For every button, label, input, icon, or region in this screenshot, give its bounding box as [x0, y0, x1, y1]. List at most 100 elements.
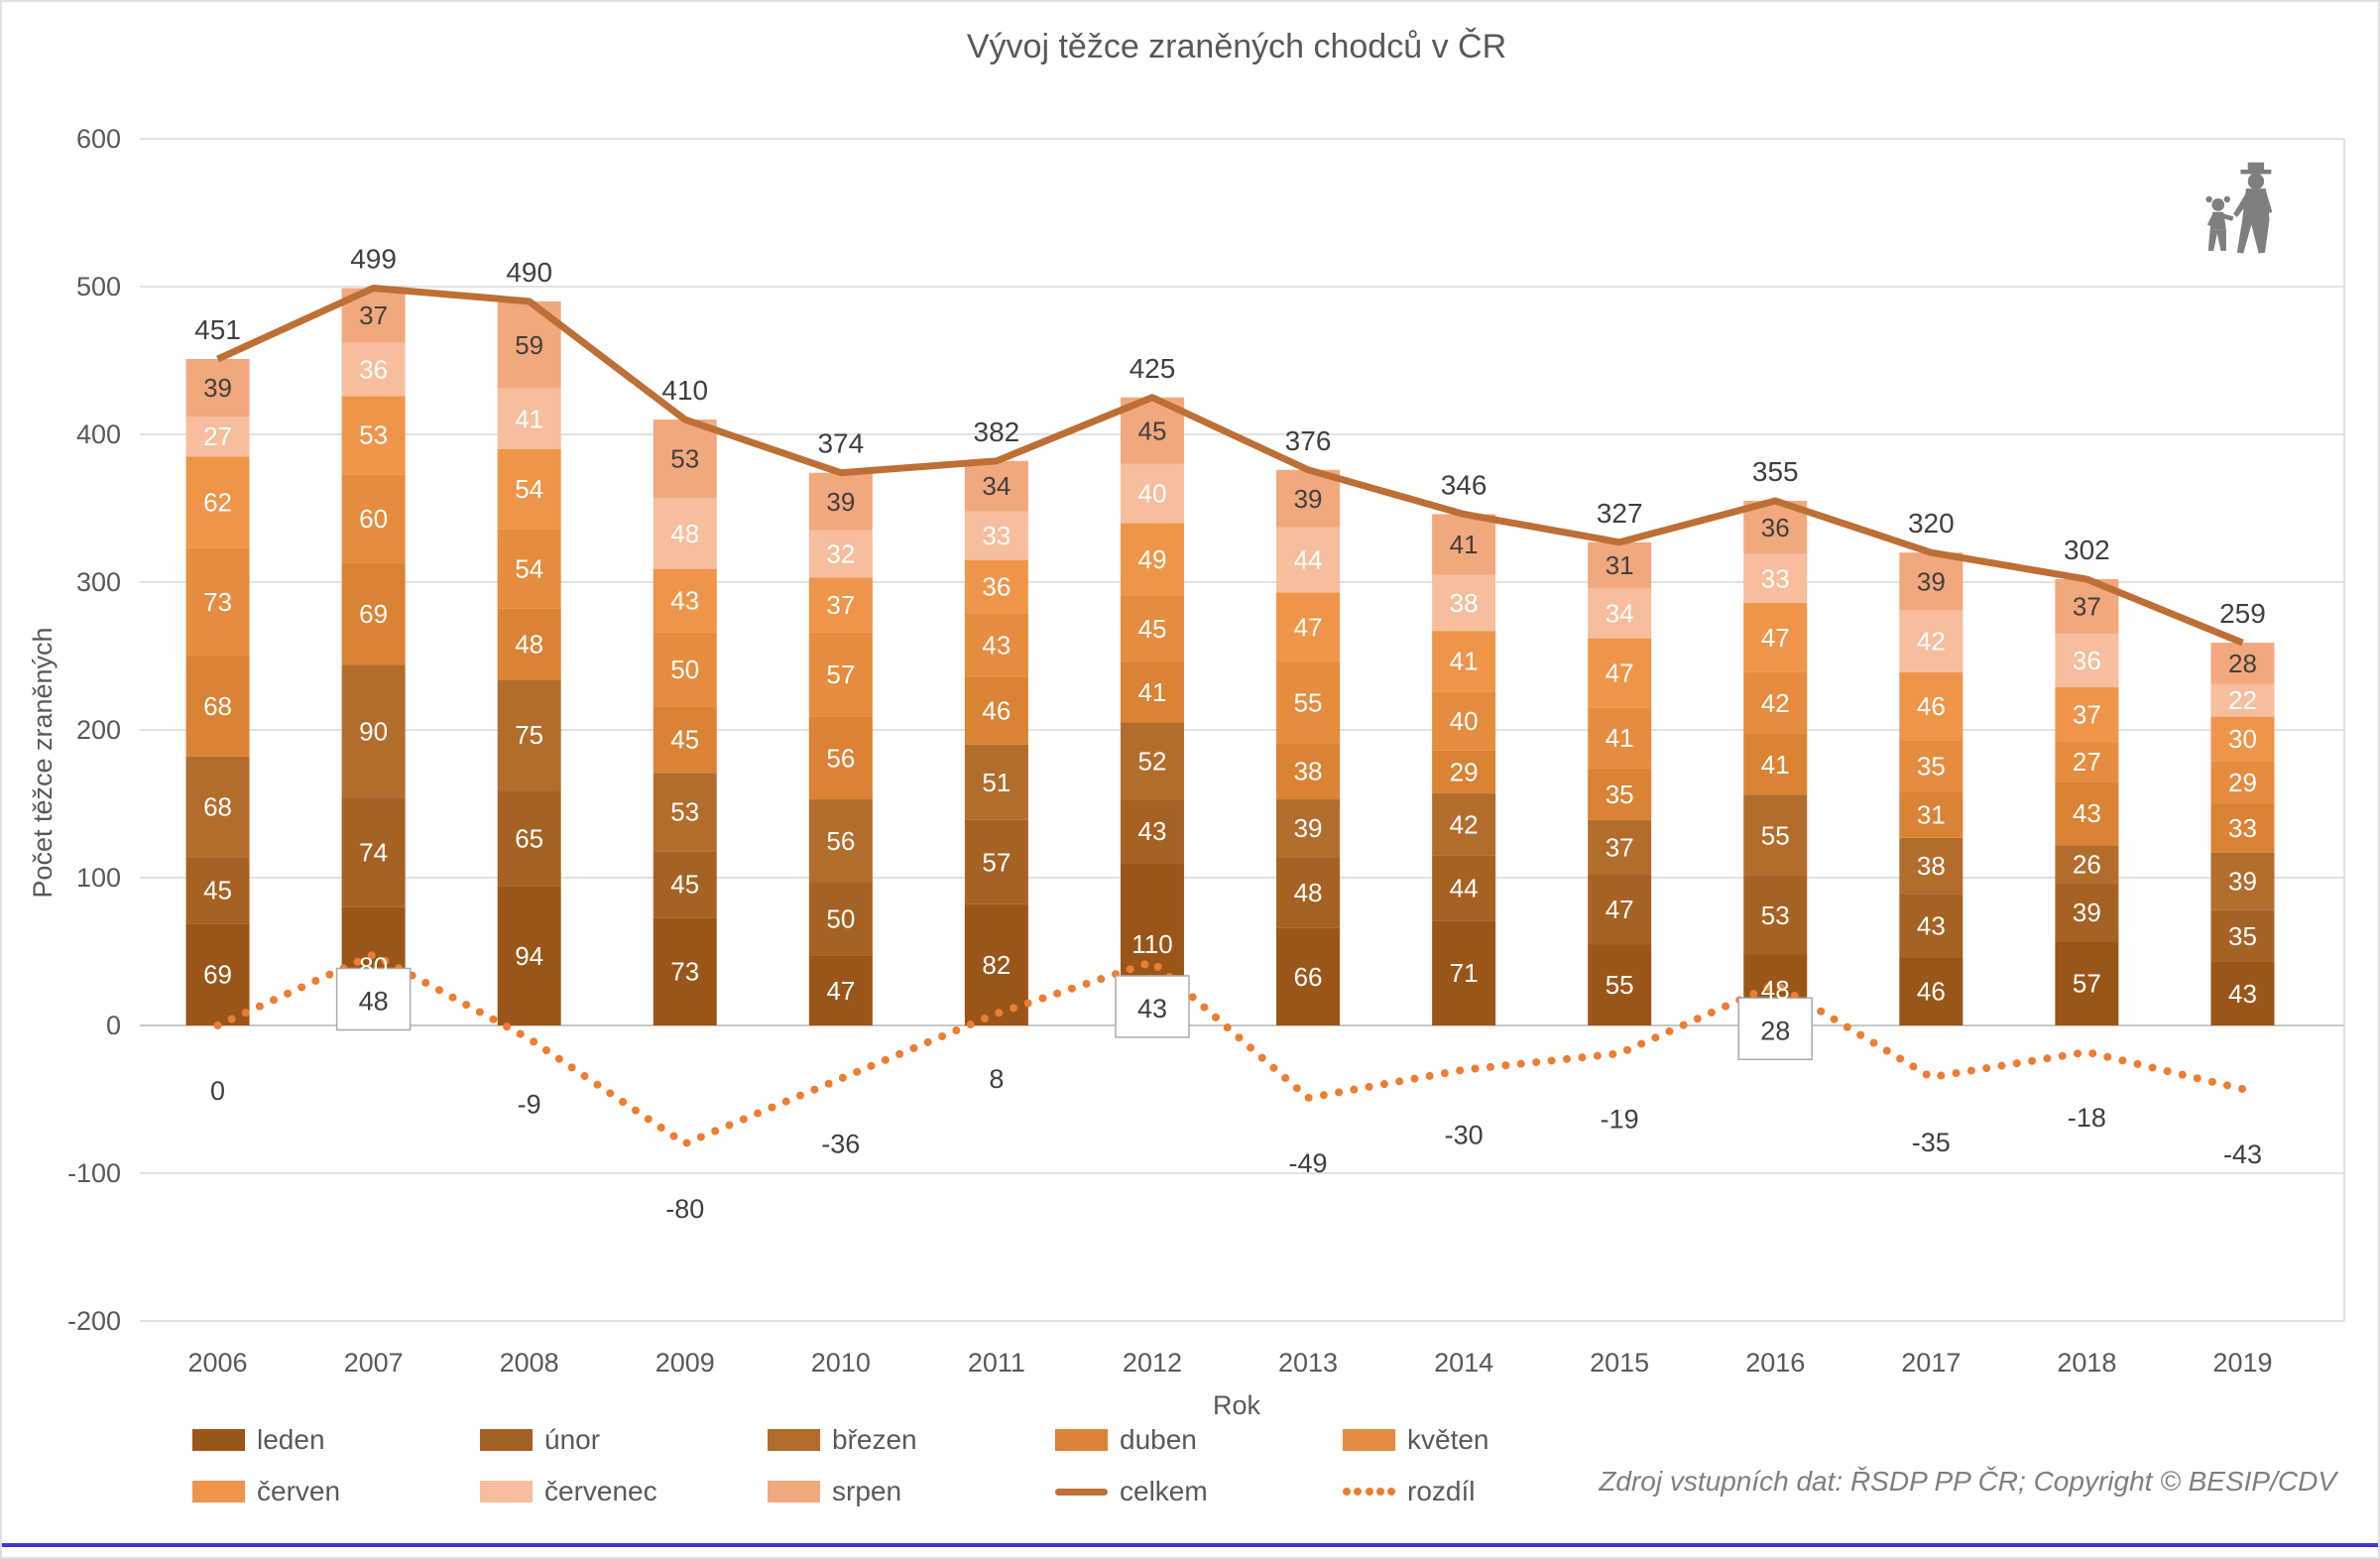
rozdil-label: 0	[210, 1076, 225, 1106]
bar-segment-duben	[964, 676, 1028, 745]
bar-segment-květen	[964, 613, 1028, 677]
bar-segment-duben	[1120, 661, 1184, 723]
bar-segment-červenec	[808, 530, 873, 578]
bar-segment-label-únor: 74	[359, 838, 388, 868]
bar-segment-label-březen: 38	[1917, 851, 1946, 881]
bar-segment-červenec	[185, 417, 250, 457]
bar-segment-label-červen: 62	[203, 488, 232, 518]
bar-segment-leden	[1276, 927, 1341, 1025]
bar-segment-label-únor: 35	[2228, 921, 2257, 951]
legend-item-květen: květen	[1343, 1424, 1630, 1456]
adult-hat	[2240, 162, 2272, 175]
bar-segment-leden	[185, 923, 250, 1025]
bar-segment-label-březen: 52	[1138, 746, 1167, 776]
rozdil-label: 28	[1760, 1016, 1790, 1045]
bar-segment-label-duben: 31	[1917, 800, 1946, 830]
bar-segment-label-leden: 73	[670, 957, 699, 987]
bar-segment-label-červenec: 42	[1917, 627, 1946, 657]
bar-segment-label-duben: 41	[1138, 677, 1167, 707]
bar-segment-label-březen: 42	[1450, 809, 1479, 839]
bar-segment-únor	[1743, 876, 1808, 955]
bar-segment-label-leden: 82	[982, 950, 1011, 980]
child-pigtail-right	[2223, 195, 2230, 203]
bar-segment-srpen	[1899, 552, 1964, 611]
bar-segment-label-červenec: 36	[2073, 646, 2101, 675]
legend-label-rozdíl: rozdíl	[1407, 1476, 1476, 1506]
bar-segment-label-červen: 47	[1294, 612, 1323, 642]
rozdil-line	[213, 950, 2247, 1148]
bar-segment-duben	[1432, 750, 1496, 794]
bar-segment-červen	[1588, 638, 1652, 708]
bar-segment-label-březen: 53	[670, 797, 699, 827]
adult-arm-side	[2262, 189, 2273, 214]
x-tick-label: 2007	[344, 1348, 404, 1378]
bar-total-label: 490	[506, 257, 552, 288]
bar-segment-březen	[1899, 837, 1964, 895]
bar-segment-únor	[185, 857, 250, 924]
bar-segment-label-červenec: 32	[826, 540, 855, 569]
bar-segment-březen	[964, 744, 1028, 820]
bar-segment-label-červenec: 44	[1294, 545, 1323, 575]
bar-segment-srpen	[808, 472, 873, 531]
bar-segment-label-červenec: 40	[1138, 479, 1167, 509]
bar-segment-label-květen: 29	[2228, 768, 2257, 797]
bar-segment-červen	[497, 448, 561, 530]
rozdil-label: 43	[1137, 994, 1167, 1023]
bar-segment-label-červenec: 34	[1606, 598, 1634, 628]
bar-segment-červenec	[1899, 610, 1964, 672]
legend-label-červen: červen	[257, 1476, 341, 1506]
bar-segment-červen	[653, 568, 717, 633]
bar-total-label: 302	[2064, 535, 2110, 565]
bar-segment-label-srpen: 28	[2228, 649, 2257, 678]
bar-segment-květen	[2210, 761, 2275, 804]
y-tick-label: 600	[76, 124, 121, 154]
bar-segment-label-červenec: 33	[1761, 563, 1790, 593]
bar-segment-červenec	[1588, 587, 1652, 639]
rozdil-label: -80	[665, 1194, 704, 1224]
bar-total-label: 376	[1285, 425, 1332, 456]
bar-segment-březen	[1120, 722, 1184, 800]
legend-item-červenec: červenec	[480, 1476, 768, 1507]
bar-segment-únor	[2210, 909, 2275, 962]
pedestrians-icon	[2205, 162, 2273, 254]
bar-segment-leden	[2055, 941, 2119, 1025]
bar-segment-label-červen: 36	[982, 571, 1011, 601]
bar-segment-únor	[497, 790, 561, 887]
x-tick-label: 2011	[968, 1348, 1025, 1378]
bar-total-label: 382	[974, 417, 1020, 447]
legend-swatch-březen	[768, 1429, 820, 1451]
bar-segment-červenec	[964, 511, 1028, 560]
bar-segment-label-únor: 45	[670, 870, 699, 899]
bar-segment-label-červen: 46	[1917, 691, 1946, 721]
bar-segment-label-únor: 47	[1606, 895, 1634, 924]
rozdil-label: -30	[1445, 1121, 1484, 1150]
bar-segment-label-únor: 43	[1917, 910, 1946, 940]
legend-swatch-duben	[1055, 1429, 1108, 1451]
bar-segment-label-únor: 48	[1294, 878, 1323, 907]
child-arm-to-adult	[2222, 213, 2234, 221]
bar-segment-červenec	[2210, 683, 2275, 717]
bar-segment-květen	[653, 632, 717, 707]
bar-segment-červenec	[653, 498, 717, 569]
legend-label-leden: leden	[257, 1424, 325, 1455]
x-tick-label: 2008	[500, 1348, 559, 1378]
bar-segment-únor	[1276, 857, 1341, 928]
x-tick-label: 2013	[1278, 1348, 1338, 1378]
bar-segment-label-leden: 46	[1917, 977, 1946, 1007]
bar-segment-label-srpen: 37	[2073, 592, 2101, 622]
bar-segment-březen	[1276, 799, 1341, 858]
x-tick-label: 2016	[1745, 1348, 1805, 1378]
bar-total-label: 374	[817, 428, 864, 459]
rozdil-label: -36	[821, 1130, 860, 1159]
rozdil-label: -35	[1912, 1128, 1951, 1157]
bar-segment-label-duben: 38	[1294, 757, 1323, 786]
bar-segment-leden	[497, 886, 561, 1025]
bar-segment-label-duben: 48	[515, 630, 543, 660]
legend-item-březen: březen	[768, 1424, 1055, 1456]
x-tick-label: 2006	[187, 1348, 247, 1378]
bar-segment-label-červen: 53	[359, 420, 388, 450]
y-tick-label: 300	[76, 567, 121, 597]
legend-label-srpen: srpen	[832, 1476, 902, 1506]
bar-segment-label-červen: 54	[515, 474, 543, 504]
bar-segment-label-únor: 50	[826, 904, 855, 934]
